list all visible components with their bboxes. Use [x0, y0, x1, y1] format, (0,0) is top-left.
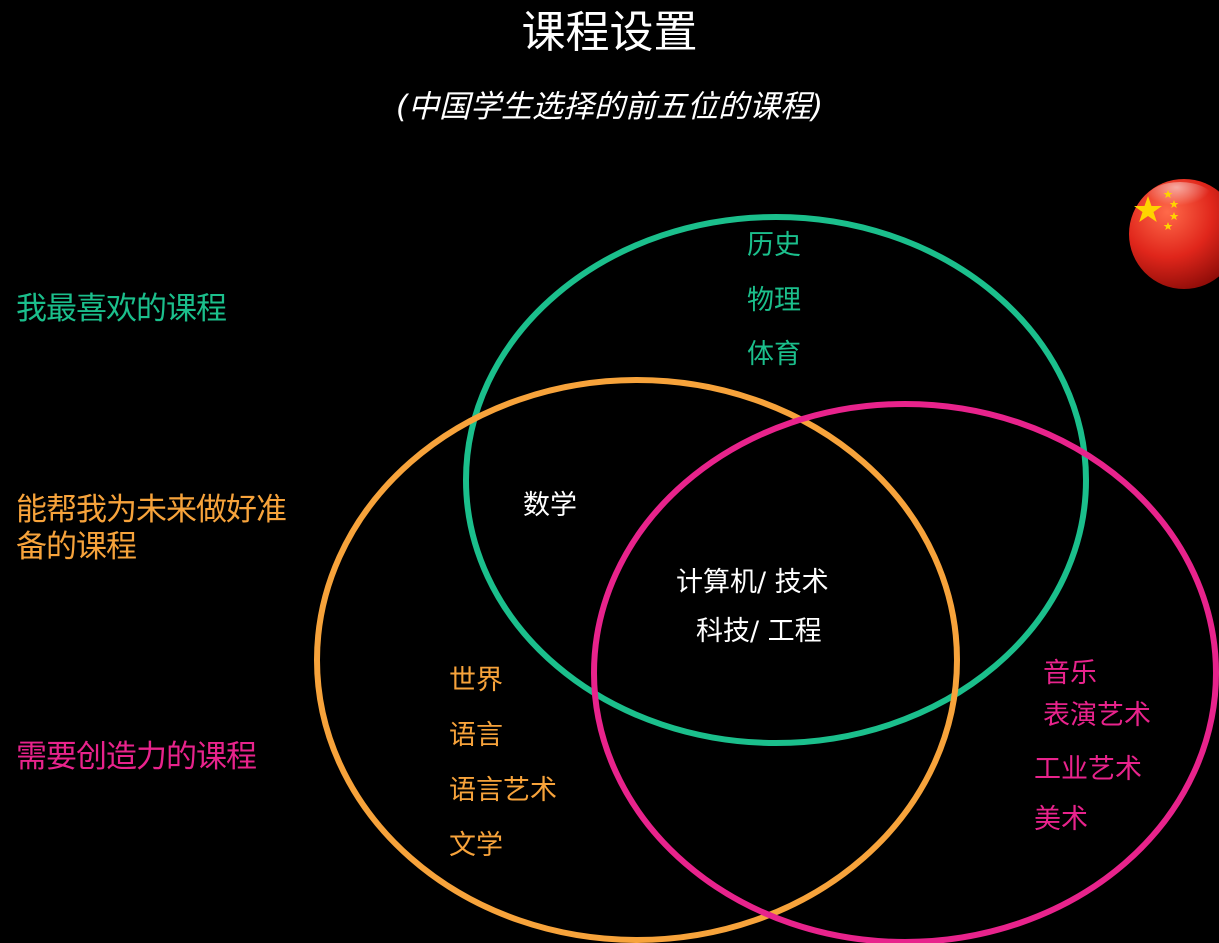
page-subtitle: (中国学生选择的前五位的课程) — [395, 89, 824, 125]
creative-circle — [591, 401, 1219, 943]
item-pe: 体育 — [747, 339, 801, 370]
legend-future: 能帮我为未来做好准备的课程 — [16, 492, 287, 566]
item-computer-tech: 计算机/ 技术 — [676, 567, 829, 598]
item-language: 语言 — [449, 720, 503, 751]
item-fine-arts: 美术 — [1034, 804, 1088, 835]
page-title: 课程设置 — [521, 7, 698, 58]
item-world: 世界 — [449, 665, 503, 696]
item-industrial-arts: 工业艺术 — [1034, 754, 1142, 785]
item-history: 历史 — [747, 230, 801, 261]
legend-favorite: 我最喜欢的课程 — [16, 291, 227, 327]
item-language-arts: 语言艺术 — [449, 775, 557, 806]
legend-creative: 需要创造力的课程 — [16, 739, 257, 775]
item-physics: 物理 — [747, 285, 801, 316]
item-literature: 文学 — [449, 830, 503, 861]
future-circle — [314, 377, 960, 943]
item-music: 音乐 — [1043, 658, 1097, 689]
item-performing-arts: 表演艺术 — [1043, 700, 1151, 731]
china-flag-icon — [1129, 179, 1219, 289]
item-science-engineering: 科技/ 工程 — [696, 616, 822, 647]
favorite-circle — [463, 214, 1089, 746]
item-math: 数学 — [523, 490, 577, 521]
